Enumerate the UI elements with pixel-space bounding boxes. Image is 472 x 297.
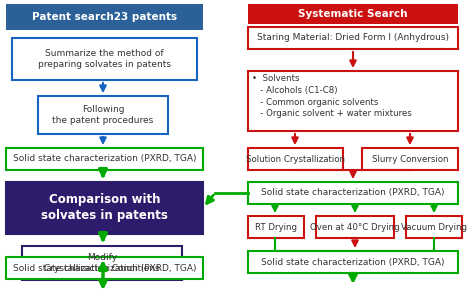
FancyBboxPatch shape — [248, 148, 343, 170]
FancyBboxPatch shape — [6, 182, 203, 234]
FancyBboxPatch shape — [406, 216, 462, 238]
Text: RT Drying: RT Drying — [255, 222, 297, 231]
FancyBboxPatch shape — [6, 257, 203, 279]
Text: Following
the patent procedures: Following the patent procedures — [52, 105, 153, 125]
Text: Vacuum Drying: Vacuum Drying — [401, 222, 467, 231]
Text: Oven at 40°C Drying: Oven at 40°C Drying — [310, 222, 400, 231]
Text: Systematic Search: Systematic Search — [298, 9, 408, 19]
FancyBboxPatch shape — [316, 216, 394, 238]
Text: Solid state characterization (PXRD, TGA): Solid state characterization (PXRD, TGA) — [261, 257, 445, 266]
FancyBboxPatch shape — [6, 4, 203, 30]
FancyBboxPatch shape — [22, 246, 182, 280]
Text: Solid state characterization (PXRD, TGA): Solid state characterization (PXRD, TGA) — [13, 154, 196, 164]
Text: Solution Crystallization: Solution Crystallization — [246, 154, 345, 164]
FancyBboxPatch shape — [248, 4, 458, 24]
FancyBboxPatch shape — [248, 182, 458, 204]
FancyBboxPatch shape — [248, 216, 304, 238]
FancyBboxPatch shape — [38, 96, 168, 134]
FancyBboxPatch shape — [248, 71, 458, 131]
FancyBboxPatch shape — [12, 38, 197, 80]
Text: Comparison with
solvates in patents: Comparison with solvates in patents — [41, 194, 168, 222]
Text: Patent search23 patents: Patent search23 patents — [32, 12, 177, 22]
FancyBboxPatch shape — [6, 148, 203, 170]
Text: Solid state characterization (PXRD, TGA): Solid state characterization (PXRD, TGA) — [261, 189, 445, 198]
FancyBboxPatch shape — [248, 27, 458, 49]
Text: Solid state characterization (PXRD, TGA): Solid state characterization (PXRD, TGA) — [13, 263, 196, 273]
Text: Modify
Crystallization Conditions: Modify Crystallization Conditions — [44, 253, 160, 273]
FancyBboxPatch shape — [362, 148, 458, 170]
Text: Staring Material: Dried Form I (Anhydrous): Staring Material: Dried Form I (Anhydrou… — [257, 34, 449, 42]
FancyBboxPatch shape — [248, 251, 458, 273]
Text: •  Solvents
   - Alcohols (C1-C8)
   - Common organic solvents
   - Organic solv: • Solvents - Alcohols (C1-C8) - Common o… — [252, 74, 412, 119]
Text: Slurry Conversion: Slurry Conversion — [372, 154, 448, 164]
Text: Summarize the method of
preparing solvates in patents: Summarize the method of preparing solvat… — [38, 49, 171, 69]
